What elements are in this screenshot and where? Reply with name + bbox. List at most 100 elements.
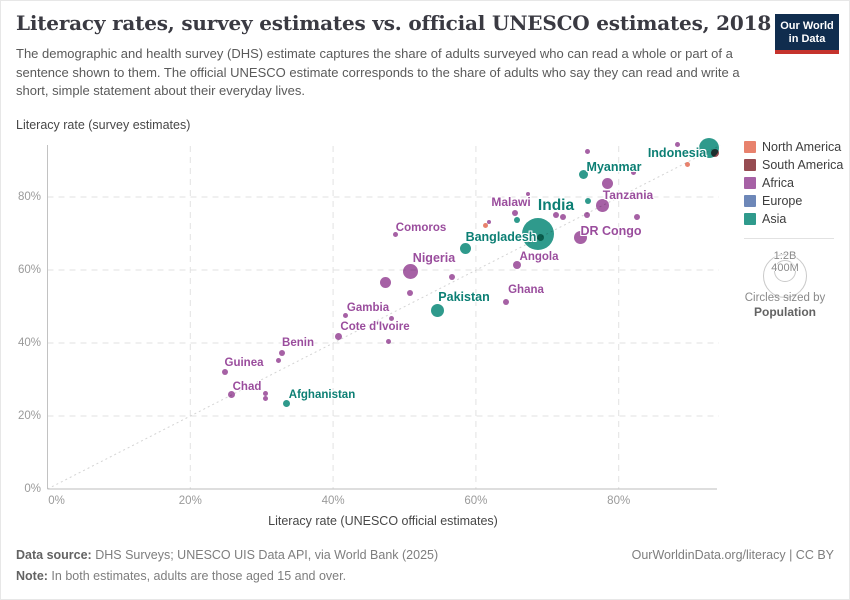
country-label-bangladesh[interactable]: Bangladesh [465,230,537,244]
size-legend-inner-label: 400M [771,262,799,274]
legend-divider [744,238,834,239]
data-point[interactable] [486,219,491,224]
x-axis-title: Literacy rate (UNESCO official estimates… [268,514,498,528]
data-point[interactable] [602,177,614,189]
footer-source-label: Data source: [16,548,92,562]
country-label-indonesia[interactable]: Indonesia [647,146,707,160]
footer-source: Data source: DHS Surveys; UNESCO UIS Dat… [16,548,438,562]
legend-item-north-america[interactable]: North America [744,140,841,154]
y-tick-0%: 0% [24,483,41,495]
y-tick-40%: 40% [17,337,41,349]
footer-link[interactable]: OurWorldinData.org/literacy | CC BY [631,548,834,562]
data-point[interactable] [263,395,269,401]
legend-swatch [744,141,756,153]
country-label-india[interactable]: India [537,197,575,214]
data-point[interactable] [389,316,395,322]
footer-source-text: DHS Surveys; UNESCO UIS Data API, via Wo… [91,548,439,562]
identity-line [47,145,721,490]
data-point-tanzania[interactable] [595,198,609,212]
data-point[interactable] [537,234,545,242]
y-tick-20%: 20% [17,410,41,422]
data-point-ghana[interactable] [502,299,509,306]
page-title: Literacy rates, survey estimates vs. off… [16,11,772,35]
data-point-benin[interactable] [278,349,285,356]
data-point-myanmar[interactable] [579,169,589,179]
data-point[interactable] [379,276,391,288]
country-label-afghanistan[interactable]: Afghanistan [288,389,356,401]
size-legend-outer-label: 1:2B [773,250,797,262]
data-point-dr-congo[interactable] [573,231,587,245]
legend-item-europe[interactable]: Europe [744,194,802,208]
country-label-tanzania[interactable]: Tanzania [602,188,654,202]
footer-note: Note: In both estimates, adults are thos… [16,569,346,583]
country-label-comoros[interactable]: Comoros [395,222,447,234]
x-tick-40%: 40% [321,495,345,507]
x-tick-80%: 80% [607,495,631,507]
country-label-cote-d-ivoire[interactable]: Cote d'Ivoire [340,321,410,333]
legend-label: Europe [762,194,803,208]
legend-swatch [744,213,756,225]
data-point[interactable] [675,141,681,147]
data-point-guinea[interactable] [222,368,229,375]
data-point[interactable] [386,338,392,344]
data-point-afghanistan[interactable] [283,400,291,408]
data-point[interactable] [482,222,488,228]
data-point-pakistan[interactable] [430,304,444,318]
data-point[interactable] [552,211,559,218]
data-point[interactable] [526,192,531,197]
owid-logo-line1: Our World [780,20,834,32]
data-point-gambia[interactable] [342,313,348,319]
data-point-nigeria[interactable] [402,263,418,279]
data-point-comoros[interactable] [392,232,398,238]
data-point[interactable] [634,214,641,221]
data-point[interactable] [275,358,281,364]
country-label-angola[interactable]: Angola [519,251,559,263]
country-label-gambia[interactable]: Gambia [346,302,390,314]
data-point[interactable] [514,216,521,223]
data-point[interactable] [584,211,591,218]
data-point[interactable] [711,148,720,157]
data-point-chad[interactable] [228,391,236,399]
legend-swatch [744,159,756,171]
country-label-benin[interactable]: Benin [282,337,314,349]
x-tick-20%: 20% [178,495,202,507]
data-point-cote-d-ivoire[interactable] [334,332,342,340]
legend-item-south-america[interactable]: South America [744,158,843,172]
data-point-bangladesh[interactable] [460,243,472,255]
country-label-pakistan[interactable]: Pakistan [438,290,490,304]
footer-note-text: In both estimates, adults are those aged… [47,569,347,583]
size-legend-inner-circle [774,260,796,282]
data-point-malawi[interactable] [512,210,519,217]
data-point[interactable] [685,161,691,167]
country-label-myanmar[interactable]: Myanmar [586,160,642,174]
size-legend-caption: Circles sized by [744,292,826,304]
legend-label: Africa [762,176,794,190]
data-point[interactable] [560,214,566,221]
y-tick-80%: 80% [17,191,41,203]
x-tick-60%: 60% [464,495,488,507]
country-label-malawi[interactable]: Malawi [491,195,531,209]
country-label-nigeria[interactable]: Nigeria [412,251,456,265]
data-point[interactable] [584,198,591,204]
x-tick-0%: 0% [48,495,65,507]
data-point-india[interactable] [522,217,555,250]
data-point[interactable] [263,390,269,396]
legend-item-africa[interactable]: Africa [744,176,794,190]
country-label-dr-congo[interactable]: DR Congo [580,224,642,238]
country-label-chad[interactable]: Chad [232,381,262,393]
data-point-angola[interactable] [513,260,522,269]
data-point[interactable] [449,273,456,280]
data-point[interactable] [631,169,637,175]
y-axis-title: Literacy rate (survey estimates) [16,118,191,132]
data-point[interactable] [584,148,590,154]
legend-label: Asia [762,212,787,226]
legend-swatch [744,195,756,207]
legend-label: North America [762,140,842,154]
country-label-guinea[interactable]: Guinea [224,357,264,369]
owid-logo[interactable]: Our World in Data [775,14,839,54]
country-label-ghana[interactable]: Ghana [508,284,544,296]
owid-logo-accent-bar [775,50,839,54]
data-point[interactable] [407,289,414,296]
legend-item-asia[interactable]: Asia [744,212,786,226]
